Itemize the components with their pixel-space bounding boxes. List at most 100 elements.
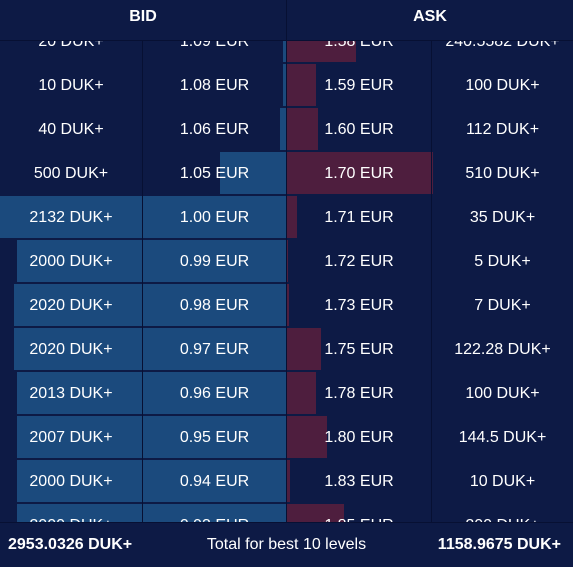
ask-price: 1.83 EUR xyxy=(324,473,394,490)
column-divider xyxy=(286,284,287,328)
ask-quantity: 112 DUK+ xyxy=(465,121,540,138)
ask-quantity: 200 DUK+ xyxy=(432,504,573,522)
orderbook-row[interactable]: 2007 DUK+ 0.95 EUR 1.80 EUR 144.5 DUK+ xyxy=(0,416,573,460)
column-divider xyxy=(142,372,143,416)
column-divider xyxy=(142,328,143,372)
bid-quantity: 2007 DUK+ xyxy=(29,429,113,446)
column-divider xyxy=(286,41,287,64)
column-divider xyxy=(142,108,143,152)
column-divider xyxy=(431,196,432,240)
ask-price: 1.85 EUR xyxy=(287,504,431,522)
bid-depth-bar xyxy=(17,504,286,522)
ask-quantity: 122.28 DUK+ xyxy=(454,341,551,358)
column-divider xyxy=(431,416,432,460)
column-divider xyxy=(142,284,143,328)
column-divider xyxy=(286,196,287,240)
totals-label: Total for best 10 levels xyxy=(206,536,367,553)
orderbook-row[interactable]: 2132 DUK+ 1.00 EUR 1.71 EUR 35 DUK+ xyxy=(0,196,573,240)
ask-depth-bar xyxy=(287,64,316,106)
bid-column-title: BID xyxy=(129,8,157,25)
column-divider xyxy=(142,41,143,64)
bid-quantity: 10 DUK+ xyxy=(38,77,104,94)
bid-depth-bar xyxy=(17,416,286,458)
ask-quantity: 240.5582 DUK+ xyxy=(445,41,560,50)
ask-depth-bar xyxy=(287,504,344,522)
header-divider xyxy=(286,0,287,40)
column-divider xyxy=(286,416,287,460)
column-divider xyxy=(142,196,143,240)
orderbook-row[interactable]: 40 DUK+ 1.06 EUR 1.60 EUR 112 DUK+ xyxy=(0,108,573,152)
ask-quantity: 100 DUK+ xyxy=(465,77,540,94)
bid-depth-bar xyxy=(17,240,286,282)
column-divider xyxy=(286,328,287,372)
column-divider xyxy=(142,152,143,196)
ask-quantity: 7 DUK+ xyxy=(474,297,531,314)
bid-price: 1.08 EUR xyxy=(179,77,250,94)
column-divider xyxy=(286,64,287,108)
ask-price: 1.70 EUR xyxy=(324,165,394,182)
column-divider xyxy=(142,460,143,504)
ask-price: 1.75 EUR xyxy=(324,341,394,358)
column-divider xyxy=(142,416,143,460)
bid-quantity: 2000 DUK+ xyxy=(29,253,113,270)
ask-price: 1.78 EUR xyxy=(324,385,394,402)
column-divider xyxy=(431,460,432,504)
ask-depth-bar xyxy=(287,416,327,458)
bid-price: 0.99 EUR xyxy=(179,253,250,270)
ask-total: 1158.9675 DUK+ xyxy=(437,536,561,553)
bid-quantity: 2132 DUK+ xyxy=(29,209,113,226)
ask-quantity: 5 DUK+ xyxy=(474,253,531,270)
column-divider xyxy=(431,284,432,328)
orderbook-row[interactable]: 2013 DUK+ 0.96 EUR 1.78 EUR 100 DUK+ xyxy=(0,372,573,416)
ask-column-title: ASK xyxy=(413,8,447,25)
orderbook-row[interactable]: 20 DUK+ 1.09 EUR 1.58 EUR 240.5582 DUK+ xyxy=(0,41,573,64)
orderbook-row[interactable]: 500 DUK+ 1.05 EUR 1.70 EUR 510 DUK+ xyxy=(0,152,573,196)
bid-depth-bar xyxy=(220,152,286,194)
ask-quantity: 510 DUK+ xyxy=(465,165,540,182)
bid-quantity: 2000 DUK+ xyxy=(29,473,113,490)
column-divider xyxy=(431,41,432,64)
orderbook-row[interactable]: 2000 DUK+ 0.94 EUR 1.83 EUR 10 DUK+ xyxy=(0,460,573,504)
bid-depth-bar xyxy=(17,460,286,502)
column-divider xyxy=(286,240,287,284)
ask-price: 1.72 EUR xyxy=(324,253,394,270)
column-divider xyxy=(286,372,287,416)
bid-quantity: 40 DUK+ xyxy=(38,121,104,138)
ask-quantity: 144.5 DUK+ xyxy=(458,429,547,446)
ask-depth-bar xyxy=(287,240,288,282)
orderbook-row[interactable]: 2020 DUK+ 0.98 EUR 1.73 EUR 7 DUK+ xyxy=(0,284,573,328)
ask-depth-bar xyxy=(287,108,318,150)
bid-depth-bar xyxy=(283,64,286,106)
column-divider xyxy=(431,372,432,416)
column-divider xyxy=(431,64,432,108)
ask-depth-bar xyxy=(287,284,289,326)
orderbook-row[interactable]: 10 DUK+ 1.08 EUR 1.59 EUR 100 DUK+ xyxy=(0,64,573,108)
orderbook-row[interactable]: 2000 DUK+ 0.99 EUR 1.72 EUR 5 DUK+ xyxy=(0,240,573,284)
bid-price: 0.95 EUR xyxy=(179,429,250,446)
bid-price: 0.98 EUR xyxy=(179,297,250,314)
bid-depth-bar xyxy=(0,196,286,238)
column-divider xyxy=(286,152,287,196)
orderbook-row[interactable]: 2020 DUK+ 0.97 EUR 1.75 EUR 122.28 DUK+ xyxy=(0,328,573,372)
ask-price: 1.58 EUR xyxy=(324,41,394,50)
column-divider xyxy=(286,108,287,152)
bid-depth-bar xyxy=(14,328,286,370)
bid-depth-bar xyxy=(17,372,286,414)
bid-price: 0.97 EUR xyxy=(179,341,250,358)
ask-price: 1.80 EUR xyxy=(324,429,394,446)
column-divider xyxy=(286,504,287,522)
orderbook-scroll-area[interactable]: 20 DUK+ 1.09 EUR 1.58 EUR 240.5582 DUK+ 10 D… xyxy=(0,41,573,522)
column-divider xyxy=(431,504,432,522)
orderbook-rows: 20 DUK+ 1.09 EUR 1.58 EUR 240.5582 DUK+ 10 D… xyxy=(0,41,573,522)
column-divider xyxy=(142,504,143,522)
column-divider xyxy=(286,460,287,504)
ask-quantity: 35 DUK+ xyxy=(469,209,536,226)
ask-quantity: 100 DUK+ xyxy=(465,385,540,402)
column-divider xyxy=(431,108,432,152)
ask-depth-bar xyxy=(287,372,316,414)
bid-price: 0.93 EUR xyxy=(143,504,286,522)
ask-depth-bar xyxy=(287,196,297,238)
ask-price: 1.60 EUR xyxy=(324,121,394,138)
bid-quantity: 2020 DUK+ xyxy=(29,297,113,314)
